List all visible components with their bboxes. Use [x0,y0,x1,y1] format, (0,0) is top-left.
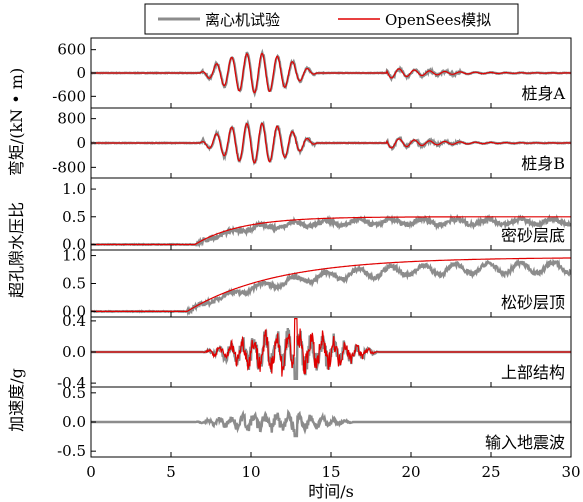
panel-label: 松砂层顶 [501,293,565,312]
series-experiment-input-motion [91,408,571,438]
series-simulation-loose-top [91,257,571,312]
panel-label: 桩身A [521,84,565,103]
x-tick-label: 20 [401,463,420,481]
x-axis-ticks: 0 5 10 15 20 25 30 [86,463,580,481]
legend-label-simulation: OpenSees模拟 [385,11,491,29]
y-tick-label: -800 [52,158,86,176]
y-tick-label: -0.4 [57,374,86,392]
y-tick-label: 0 [76,134,86,152]
series-simulation-upper-structure [91,318,571,377]
x-tick-label: 5 [166,463,176,481]
panel-label: 输入地震波 [485,433,565,452]
y-tick-label: 0 [76,64,86,82]
y-tick-label: 0.5 [62,275,86,293]
panel-label: 桩身B [521,154,565,173]
x-tick-label: 15 [321,463,340,481]
panel-label: 密砂层底 [501,226,565,245]
y-tick-label: 0.4 [62,312,86,330]
y-axis-title-moment: 弯矩/(kN • m) [7,68,26,176]
y-tick-label: 0.0 [62,302,86,320]
y-tick-label: 0.0 [62,413,86,431]
panel-dense-bottom: 0.0 0.5 1.0 密砂层底 [62,177,572,253]
series-simulation-pile-a [91,52,571,94]
x-tick-label: 30 [561,463,580,481]
x-tick-label: 0 [86,463,96,481]
y-tick-label: 600 [57,41,86,59]
series-simulation-pile-b [91,122,571,164]
x-axis-title: 时间/s [308,482,354,501]
y-tick-label: 1.0 [62,180,86,198]
panel-frame [90,177,572,251]
x-tick-label: 10 [241,463,260,481]
panel-pile-a: -600 0 600 桩身A [52,37,572,109]
legend-label-experiment: 离心机试验 [205,11,280,29]
y-tick-label: 1.0 [62,247,86,265]
x-tick-label: 25 [481,463,500,481]
y-tick-label: 0.5 [62,208,86,226]
y-tick-label: 0.0 [62,235,86,253]
y-tick-label: 0.0 [62,343,86,361]
series-experiment-loose-top [91,258,571,317]
legend-box [144,3,519,35]
panel-input-motion: -0.5 0.0 0.5 输入地震波 [57,384,572,460]
panel-label: 上部结构 [501,363,565,382]
y-axis-title-acceleration: 加速度/g [7,368,26,432]
y-tick-label: -0.5 [57,442,86,460]
panels: -6000600桩身A-8000800桩身B0.00.51.0密砂层底0.00.… [52,37,572,460]
panel-loose-top: 0.0 0.5 1.0 松砂层顶 [62,247,572,320]
y-axis-title-pore-pressure: 超孔隙水压比 [7,202,26,298]
legend: 离心机试验 OpenSees模拟 [144,3,519,35]
y-tick-label: 800 [57,110,86,128]
y-tick-label: 0.5 [62,384,86,402]
panel-upper-structure: -0.4 0.0 0.4 上部结构 [57,312,572,392]
y-tick-label: -600 [52,87,86,105]
series-experiment-dense-bottom [91,213,571,249]
panel-pile-b: -800 0 800 桩身B [52,107,572,179]
series-simulation-dense-bottom [91,216,571,246]
panel-frame [90,249,572,318]
